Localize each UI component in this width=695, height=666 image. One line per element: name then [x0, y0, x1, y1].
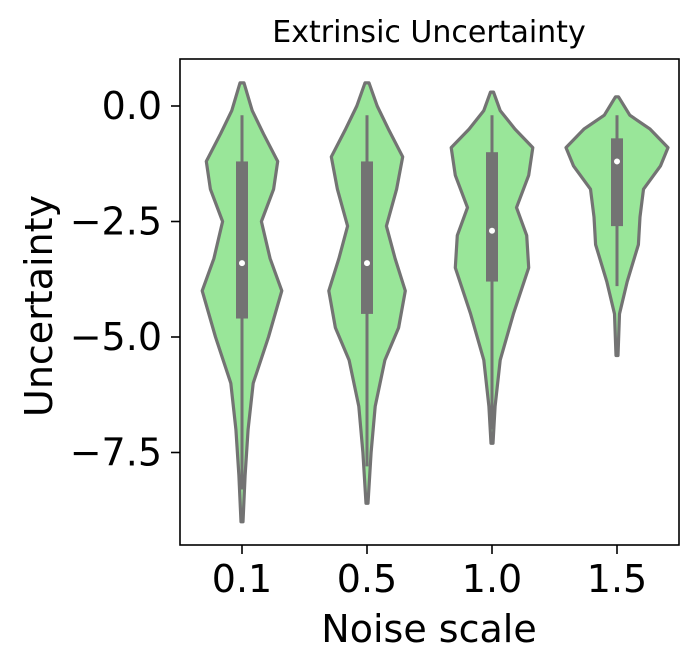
- x-tick-label: 0.5: [337, 557, 397, 601]
- y-axis: 0.0 −2.5 −5.0 −7.5: [70, 84, 180, 475]
- plot-frame: [179, 58, 680, 546]
- violin-median-dot: [489, 227, 495, 234]
- violin-iqr-box: [486, 152, 498, 282]
- violin-iqr-box: [236, 161, 248, 319]
- y-tick-label: −7.5: [70, 431, 162, 475]
- y-axis-label: Uncertainty: [17, 195, 61, 417]
- x-tick-label: 1.5: [587, 557, 647, 601]
- chart-title: Extrinsic Uncertainty: [272, 15, 585, 50]
- y-tick-label: −5.0: [70, 315, 162, 359]
- violin-iqr-box: [361, 161, 373, 314]
- x-axis-label: Noise scale: [321, 607, 536, 651]
- x-axis: 0.1 0.5 1.0 1.5: [212, 545, 647, 601]
- x-tick-label: 1.0: [462, 557, 522, 601]
- plot-area: [179, 58, 680, 546]
- violin-iqr-box: [611, 138, 623, 227]
- violin-median-dot: [614, 158, 620, 165]
- y-tick-label: 0.0: [102, 84, 162, 128]
- violin-median-dot: [364, 260, 370, 267]
- y-tick-label: −2.5: [70, 200, 162, 244]
- violin-median-dot: [239, 260, 245, 267]
- x-tick-label: 0.1: [212, 557, 272, 601]
